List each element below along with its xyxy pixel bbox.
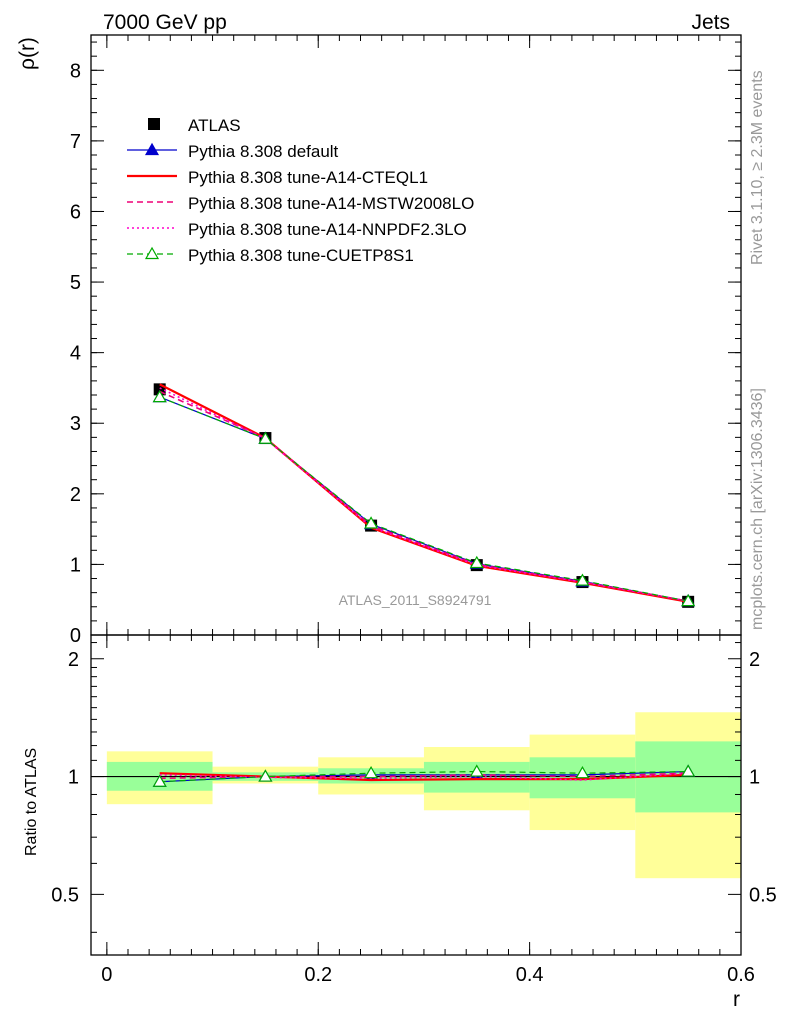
main-y-axis-label: ρ(r) (16, 37, 39, 70)
main-series-2-line (159, 390, 689, 602)
x-tick-label: 0.4 (516, 964, 544, 986)
mcplots-label: mcplots.cern.ch [arXiv:1306.3436] (749, 388, 766, 630)
main-series-1-line (159, 383, 689, 603)
legend-atlas-marker (148, 118, 160, 130)
main-y-tick-label: 5 (70, 272, 81, 294)
header-right-title: Jets (691, 11, 730, 34)
ratio-y-axis-label: Ratio to ATLAS (23, 748, 40, 856)
ratio-y-tick-label-right: 2 (749, 649, 760, 671)
ratio-series-4-point (469, 764, 484, 777)
legend-label: Pythia 8.308 default (188, 142, 339, 161)
ratio-series-4-point (258, 769, 273, 782)
legend-label: Pythia 8.308 tune-A14-MSTW2008LO (188, 194, 474, 213)
ratio-uncertainty-bands (91, 712, 741, 879)
ratio-y-tick-label: 1 (68, 767, 79, 789)
main-y-tick-label: 4 (70, 343, 81, 365)
legend-label: Pythia 8.308 tune-A14-CTEQL1 (188, 168, 428, 187)
ratio-series-4-point (364, 765, 379, 779)
main-y-tick-label: 0 (70, 625, 81, 647)
ratio-series-4-point (152, 774, 167, 787)
ratio-series-2-line (159, 772, 689, 780)
rivet-label: Rivet 3.1.10, ≥ 2.3M events (749, 70, 766, 265)
x-tick-label: 0.6 (727, 964, 755, 986)
x-tick-label: 0 (101, 964, 112, 986)
main-series-4-line (159, 396, 689, 602)
ratio-series-4-line (159, 770, 689, 783)
x-axis-label: r (733, 988, 740, 1011)
main-series-3-line (159, 387, 689, 602)
main-y-tick-label: 6 (70, 201, 81, 223)
main-series-4-point (152, 389, 167, 403)
main-series-4-point (258, 431, 273, 444)
main-plot-area (152, 383, 696, 608)
ratio-series-3-line (159, 772, 689, 781)
header-left-title: 7000 GeV pp (103, 11, 227, 34)
ratio-y-tick-label-right: 1 (749, 767, 760, 789)
legend-label: Pythia 8.308 tune-A14-NNPDF2.3LO (188, 220, 467, 239)
main-y-tick-label: 7 (70, 131, 81, 153)
main-series-4-point (575, 573, 590, 586)
legend-marker (144, 142, 160, 156)
legend-label: Pythia 8.308 tune-CUETP8S1 (188, 246, 414, 265)
legend-marker (144, 246, 160, 260)
main-series-4-point (469, 555, 484, 569)
main-series-4-point (681, 593, 696, 607)
ratio-y-tick-label-right: 0.5 (749, 884, 777, 906)
ratio-y-tick-label: 2 (68, 649, 79, 671)
main-y-tick-label: 3 (70, 413, 81, 435)
main-y-tick-label: 2 (70, 484, 81, 506)
main-y-tick-label: 8 (70, 60, 81, 82)
ratio-series-4-point (575, 765, 590, 779)
analysis-id: ATLAS_2011_S8924791 (339, 592, 492, 608)
ratio-y-tick-label: 0.5 (51, 884, 79, 906)
ratio-frame (90, 634, 742, 956)
legend-atlas-label: ATLAS (188, 116, 241, 135)
ratio-series-4-point (681, 764, 696, 777)
ratio-series-0-line (159, 770, 689, 783)
main-series-4-point (364, 516, 379, 529)
main-y-tick-label: 1 (70, 554, 81, 576)
x-tick-label: 0.2 (304, 964, 332, 986)
legend: ATLAS Pythia 8.308 default Pythia 8.308 tu… (127, 116, 474, 265)
ratio-plot-area (152, 764, 696, 787)
